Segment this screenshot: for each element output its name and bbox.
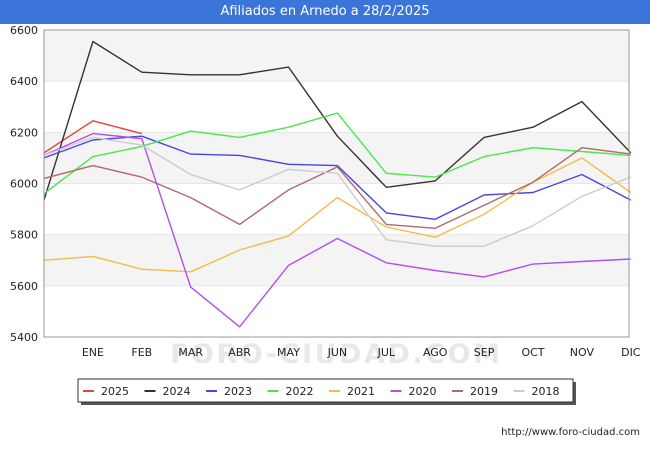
watermark-text: FORO-CIUDAD.COM <box>170 339 500 370</box>
y-tick-label: 6000 <box>10 178 38 191</box>
series-lines <box>43 40 632 328</box>
y-tick-label: 6400 <box>10 75 38 88</box>
x-tick-label: MAY <box>277 346 300 359</box>
series-line-2024 <box>43 40 632 201</box>
legend-box <box>77 378 574 403</box>
legend-label-2023: 2023 <box>224 385 252 398</box>
series-line-2022 <box>43 112 631 195</box>
background-bands <box>44 30 629 286</box>
y-tick-label: 5400 <box>10 331 38 344</box>
x-tick-label: ENE <box>82 346 104 359</box>
y-tick-label: 5600 <box>10 280 38 293</box>
x-axis-ticks: ENE FEB MAR ABR MAY JUN JUL AGO SEP OCT NOV DIC <box>82 346 641 359</box>
legend-label-2021: 2021 <box>347 385 375 398</box>
footer-url: http://www.foro-ciudad.com <box>501 427 640 438</box>
background-band <box>44 30 629 82</box>
x-tick-label: JUN <box>327 346 348 359</box>
x-tick-label: NOV <box>570 346 595 359</box>
x-tick-label: AGO <box>423 346 448 359</box>
legend-label-2022: 2022 <box>286 385 314 398</box>
x-tick-label: MAR <box>178 346 203 359</box>
background-band <box>44 234 629 286</box>
legend-label-2019: 2019 <box>470 385 498 398</box>
plot-frame <box>43 29 630 338</box>
chart-title: Afiliados en Arnedo a 28/2/2025 <box>220 4 430 19</box>
legend-label-2024: 2024 <box>163 385 191 398</box>
x-tick-label: SEP <box>474 346 495 359</box>
y-tick-label: 5800 <box>10 229 38 242</box>
series-line-2020 <box>43 132 631 328</box>
x-tick-label: FEB <box>131 346 152 359</box>
x-tick-label: DIC <box>621 346 641 359</box>
legend-label-2025: 2025 <box>101 385 129 398</box>
y-tick-label: 6600 <box>10 24 38 37</box>
legend-label-2018: 2018 <box>532 385 560 398</box>
x-tick-label: JUL <box>377 346 396 359</box>
x-tick-label: OCT <box>521 346 544 359</box>
y-tick-label: 6200 <box>10 126 38 139</box>
series-line-2023 <box>43 135 632 221</box>
title-bar <box>0 0 650 24</box>
series-line-2018 <box>43 136 632 247</box>
x-tick-label: ABR <box>228 346 251 359</box>
legend-label-2020: 2020 <box>409 385 437 398</box>
y-axis-ticks: 5400 5600 5800 6000 6200 6400 6600 <box>10 24 38 344</box>
series-line-2025 <box>43 120 142 154</box>
background-band <box>44 132 629 184</box>
series-line-2019 <box>43 146 631 230</box>
legend: 2025 2024 2023 2022 2021 2020 2019 2018 <box>77 378 576 405</box>
